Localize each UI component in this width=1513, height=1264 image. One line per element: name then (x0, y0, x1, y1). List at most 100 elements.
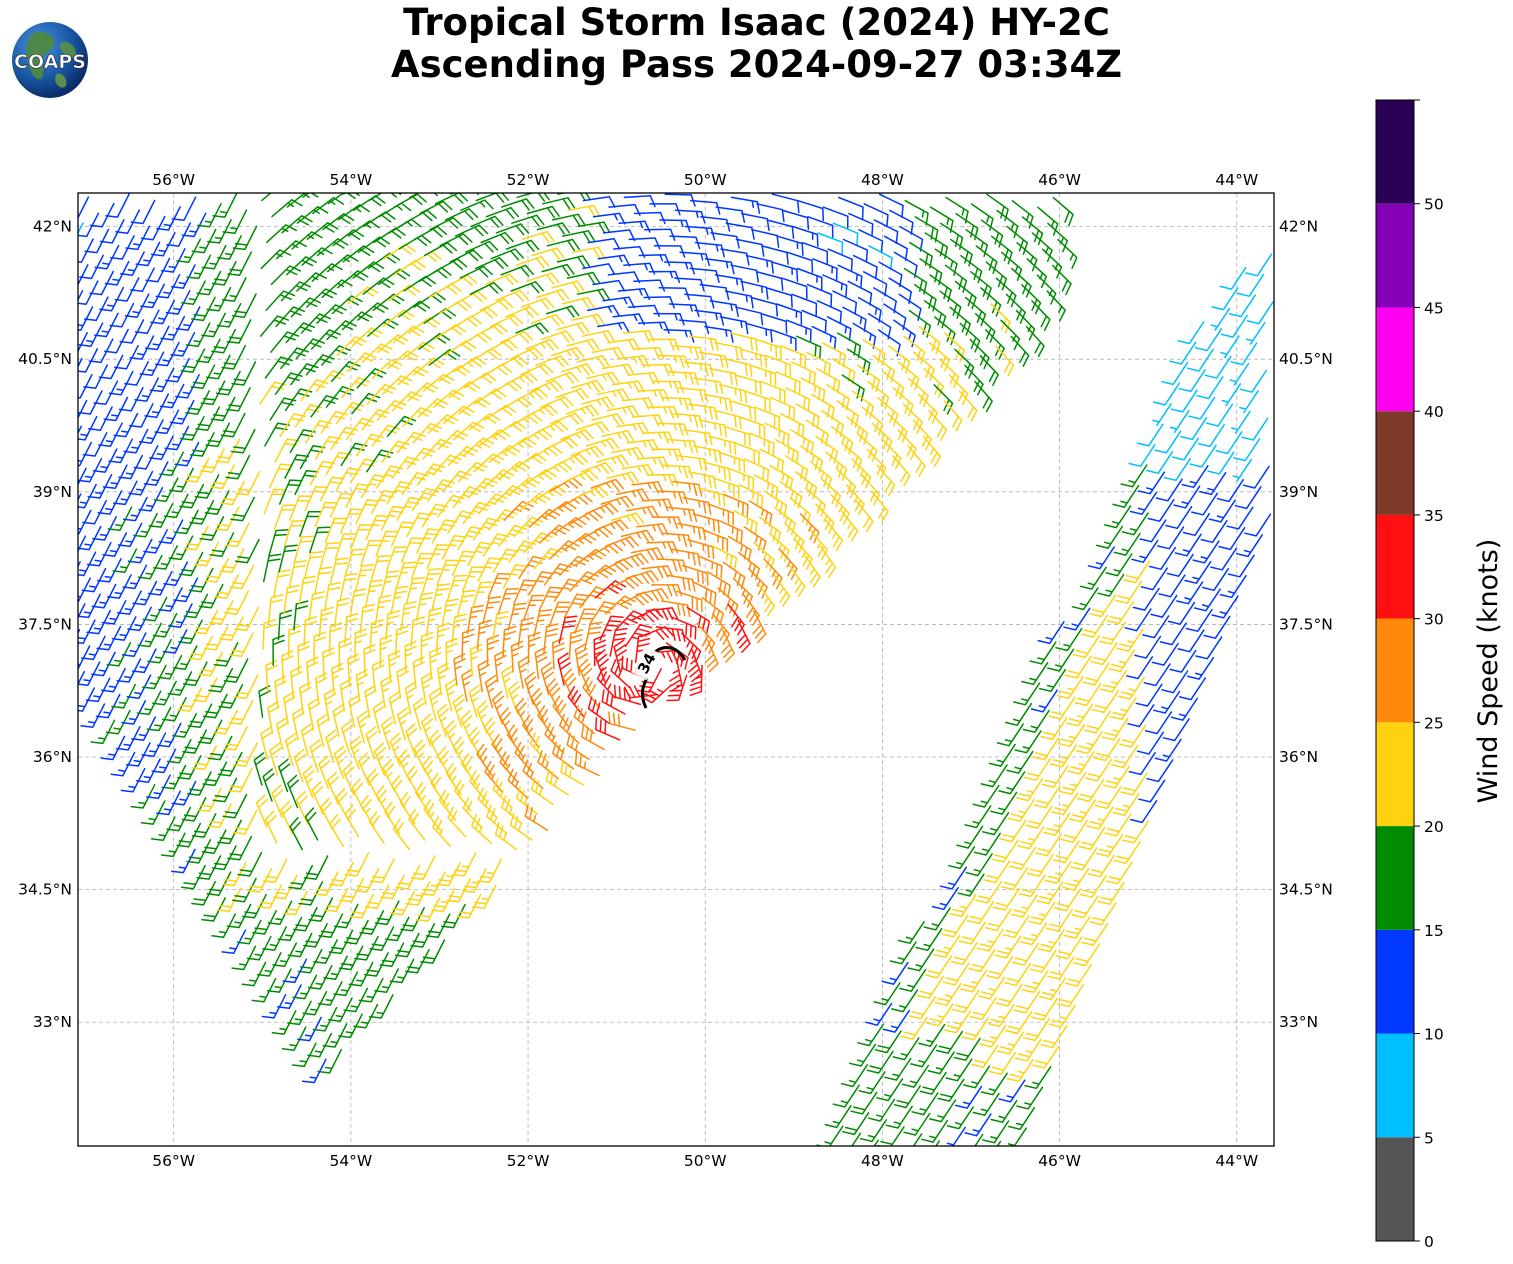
wind-barb (876, 1078, 904, 1102)
wind-barb (1195, 636, 1223, 660)
wind-barb (181, 864, 206, 890)
wind-barb (684, 225, 716, 241)
wind-barb (484, 339, 518, 354)
wind-barb (1047, 648, 1075, 672)
wind-barb (1037, 929, 1065, 953)
wind-barb (1054, 888, 1082, 912)
lat-tick-left: 36°N (33, 748, 72, 766)
wind-barb (420, 939, 446, 964)
wind-barb (537, 705, 555, 738)
wind-barb (522, 759, 544, 790)
wind-barb (380, 505, 406, 531)
wind-barb (396, 496, 423, 521)
wind-barb (710, 232, 740, 249)
wind-barb (499, 707, 514, 741)
wind-barb (447, 806, 467, 838)
wind-barb (956, 825, 984, 849)
wind-barb (369, 619, 384, 651)
wind-barb (546, 238, 580, 252)
wind-barb (1216, 479, 1244, 503)
wind-barb (765, 354, 792, 378)
wind-barb (416, 528, 441, 554)
wind-barb (376, 465, 404, 489)
wind-barb (676, 590, 703, 613)
wind-barb (1186, 348, 1214, 372)
wind-barb (354, 563, 375, 592)
wind-barb (495, 223, 530, 236)
wind-barb (181, 797, 207, 822)
wind-barb (699, 283, 730, 301)
wind-barb (790, 361, 816, 386)
wind-barb (259, 381, 287, 405)
wind-barb (907, 948, 935, 972)
wind-barb (1181, 465, 1209, 489)
wind-barb (1006, 750, 1034, 774)
wind-barb (811, 325, 837, 351)
wind-barb (289, 495, 312, 521)
wind-barb (975, 880, 1003, 904)
wind-barb (514, 388, 548, 402)
wind-barb (1028, 901, 1056, 925)
wind-barb (650, 583, 683, 597)
wind-barb (697, 487, 726, 508)
wind-barb (231, 361, 257, 386)
wind-barb (540, 330, 575, 343)
wind-barb (452, 486, 482, 509)
wind-barb (858, 1071, 886, 1095)
wind-barb (929, 274, 952, 303)
wind-barb (518, 492, 551, 512)
wind-barb (970, 203, 994, 231)
wind-barb (868, 245, 893, 271)
wind-barb (78, 357, 83, 368)
wind-barb (885, 1105, 913, 1129)
wind-barb (268, 529, 289, 557)
wind-barb (614, 610, 645, 631)
wind-barb (413, 225, 448, 241)
wind-barb (976, 928, 1004, 952)
wind-barb (585, 437, 620, 451)
wind-barb (525, 272, 560, 285)
wind-barb (395, 625, 409, 657)
wind-barb (1072, 635, 1101, 659)
wind-barb (745, 254, 774, 274)
wind-barb (414, 782, 431, 815)
wind-barb (156, 722, 182, 748)
lon-tick-top: 52°W (507, 171, 550, 189)
wind-barb (810, 461, 833, 491)
wind-barb (1004, 702, 1033, 726)
wind-barb (990, 1099, 1018, 1123)
lon-tick-top: 44°W (1215, 171, 1258, 189)
wind-barb (510, 281, 544, 294)
wind-barb (344, 804, 360, 838)
wind-barb (281, 215, 313, 234)
wind-barb (863, 203, 889, 228)
wind-barb (800, 377, 826, 403)
wind-barb (1113, 840, 1141, 865)
wind-barb (796, 335, 822, 360)
wind-barb (1178, 677, 1207, 701)
wind-barb (437, 494, 465, 518)
wind-barb (1129, 491, 1158, 515)
wind-barb (572, 246, 606, 260)
wind-barb (1078, 826, 1106, 850)
wind-barb (1025, 805, 1053, 829)
wind-barb (1052, 196, 1074, 227)
wind-barb (1120, 464, 1148, 488)
wind-barb (566, 732, 590, 760)
wind-barb (979, 1024, 1007, 1048)
wind-barb (592, 279, 626, 292)
wind-barb (590, 478, 624, 491)
wind-barb (494, 649, 507, 683)
wind-barb (515, 256, 550, 269)
wind-barb (454, 290, 488, 305)
wind-barb (504, 371, 538, 386)
wind-barb (575, 486, 609, 499)
wind-barb (229, 632, 254, 658)
wind-barb (688, 403, 718, 420)
wind-barb (1018, 874, 1046, 898)
wind-barb (633, 279, 666, 292)
wind-barb (866, 1050, 894, 1074)
wind-barb (330, 662, 344, 696)
wind-barb (921, 1119, 949, 1143)
wind-barb (166, 222, 192, 247)
